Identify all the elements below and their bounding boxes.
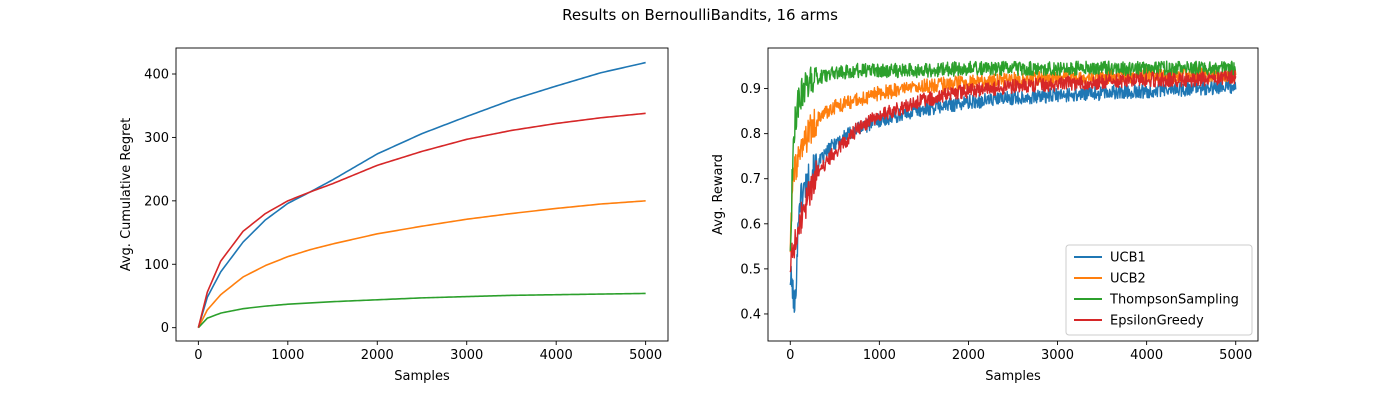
y-tick-label: 0 [161,321,169,336]
y-tick-label: 400 [144,68,169,83]
x-tick-label: 1000 [271,348,304,363]
x-axis-label: Samples [394,369,450,384]
series-line [197,112,646,328]
y-tick-label: 0.7 [740,172,761,187]
y-tick-label: 100 [144,258,169,273]
chart-left-cumulative-regret: 0 1000 2000 3000 4000 5000 0 100 200 300 400 Sample… [119,47,669,384]
y-tick-label: 0.6 [740,217,761,232]
axes-frame [767,47,1259,342]
series-line [789,67,1237,253]
y-tick-label: 300 [144,131,169,146]
x-tick-label: 4000 [1130,348,1163,363]
chart-right-avg-reward: 0 1000 2000 3000 4000 5000 0.4 0.5 0.6 0.7 0.8 0.9 S… [711,47,1259,384]
legend-label: EpsilonGreedy [1110,314,1204,329]
legend-label: UCB1 [1110,251,1146,266]
y-tick-label: 200 [144,194,169,209]
x-tick-label: 3000 [1041,348,1074,363]
x-tick-label: 0 [194,348,202,363]
x-axis-label: Samples [985,369,1041,384]
series-line [789,60,1236,251]
legend-label: UCB2 [1110,272,1146,287]
series-line [197,292,646,329]
x-tick-label: 2000 [361,348,394,363]
x-tick-label: 5000 [1219,348,1252,363]
y-tick-label: 0.8 [740,127,761,142]
legend-label: ThompsonSampling [1109,293,1239,308]
series-line [197,61,646,328]
y-tick-label: 0.9 [740,82,761,97]
series-line [197,200,646,329]
x-tick-label: 2000 [952,348,985,363]
x-tick-label: 0 [786,348,794,363]
x-tick-label: 4000 [540,348,573,363]
x-tick-label: 5000 [629,348,662,363]
axes-frame [175,47,669,342]
y-axis-label: Avg. Reward [711,154,726,235]
y-tick-label: 0.5 [740,262,761,277]
series-line [789,69,1237,273]
y-tick-label: 0.4 [740,307,761,322]
x-tick-label: 1000 [863,348,896,363]
x-tick-label: 3000 [450,348,483,363]
figure-suptitle: Results on BernoulliBandits, 16 arms [562,6,838,24]
legend-box [1065,244,1253,336]
y-axis-label: Avg. Cumulative Regret [119,118,134,272]
